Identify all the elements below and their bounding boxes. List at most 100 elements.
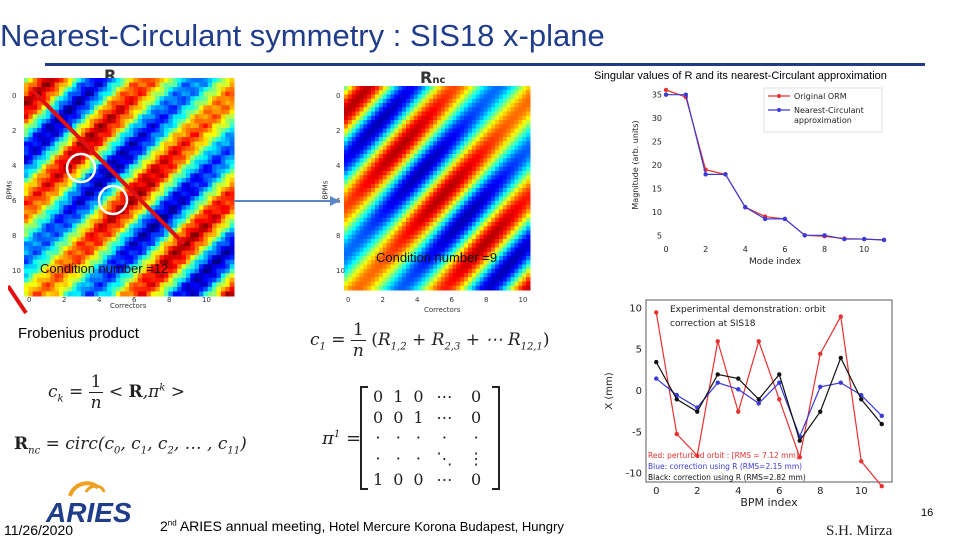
y-axis-title: X (mm) [604, 372, 615, 409]
matrix-cell: ⋱ [436, 449, 453, 469]
matrix-cell: · [473, 428, 479, 448]
left-ytick: 8 [12, 232, 17, 240]
data-point [818, 409, 823, 414]
right-xtick: 6 [449, 296, 454, 304]
matrix-cell: 0 [373, 386, 384, 406]
arrow-icon [234, 196, 340, 206]
y-tick-label: 15 [652, 184, 662, 193]
right-xtick: 8 [484, 296, 489, 304]
data-point [663, 92, 669, 97]
diagonal-line-lower [8, 284, 28, 315]
orbit-correction-chart: 0 2 4 6 8 10 -10 -5 0 5 10 BPM index X (mm) Experimen… [604, 299, 893, 509]
data-point [695, 453, 700, 458]
right-ytick: 4 [336, 162, 341, 170]
x-tick-label: 10 [859, 245, 869, 254]
y-tick-label: 35 [652, 91, 662, 100]
condition-number-left: Condition number =12 [40, 261, 169, 276]
legend-marker [777, 108, 781, 112]
right-xtick: 10 [518, 296, 528, 304]
y-axis-title: Magnitude (arb. units) [631, 120, 640, 209]
y-tick-label: 5 [657, 231, 662, 240]
left-ytick: 0 [12, 92, 17, 100]
chart-annotation: Experimental demonstration: orbit [670, 305, 826, 315]
data-point [838, 314, 843, 319]
matrix-cell: 0 [471, 407, 482, 427]
y-tick-label: -5 [632, 427, 642, 438]
frobenius-label: Frobenius product [18, 325, 139, 342]
title-underline [45, 63, 925, 66]
left-xtick: 10 [202, 296, 211, 304]
data-point [756, 339, 761, 344]
matrix-cell: · [375, 428, 381, 448]
data-point [782, 216, 788, 222]
heatmap-r [8, 78, 235, 315]
data-point [818, 351, 823, 356]
y-tick-label: 10 [629, 303, 642, 314]
data-point [715, 380, 720, 385]
x-tick-label: 10 [855, 486, 868, 497]
page-number: 16 [921, 507, 934, 519]
data-point [756, 401, 761, 406]
data-point [822, 233, 827, 238]
diagonal-line [30, 88, 186, 246]
data-point [715, 372, 720, 377]
footer-date: 11/26/2020 [4, 522, 74, 538]
series-line [666, 94, 885, 241]
footer-meeting: 2nd ARIES annual meeting, Hotel Mercure … [160, 518, 564, 534]
left-xtick: 4 [97, 296, 102, 304]
left-ytick: 10 [12, 267, 21, 275]
right-ytick: 0 [336, 92, 341, 100]
matrix-label-rnc: Rnc [420, 68, 446, 87]
matrix-cell: 0 [471, 470, 482, 490]
legend-label: Nearest-Circulant [794, 106, 864, 115]
data-point [736, 387, 741, 392]
slide-title: Nearest-Circulant symmetry : SIS18 x-pla… [0, 18, 605, 53]
highlight-circle [65, 152, 97, 184]
data-point [674, 397, 679, 402]
data-point [859, 397, 864, 402]
left-xtick: 2 [62, 296, 67, 304]
plot-frame [645, 299, 893, 483]
x-tick-label: 0 [663, 245, 668, 254]
data-point [777, 397, 782, 402]
left-ytick: 2 [12, 127, 17, 135]
matrix-cell: · [441, 428, 447, 448]
right-xtick: 2 [380, 296, 385, 304]
data-point [703, 172, 708, 177]
x-tick-label: 4 [743, 245, 748, 254]
left-xtick: 8 [167, 296, 172, 304]
data-point [654, 310, 659, 315]
left-xtick: 0 [27, 296, 32, 304]
data-point [777, 380, 782, 385]
series-line [655, 378, 883, 439]
heatmap-rnc [344, 86, 531, 291]
matrix-cell: · [395, 449, 401, 469]
data-point [736, 376, 741, 381]
right-xtick: 0 [346, 296, 351, 304]
matrix-cell: 0 [393, 407, 404, 427]
matrix-cell: · [415, 428, 422, 448]
chart-annotation-cont: correction at SIS18 [670, 319, 756, 329]
data-point [674, 431, 679, 437]
right-ytick: 2 [336, 127, 341, 135]
matrix-cell: · [375, 449, 381, 469]
data-point [683, 92, 689, 97]
legend-label-cont: approximation [794, 116, 852, 125]
x-axis-title: Mode index [749, 257, 802, 267]
data-point [881, 237, 887, 243]
legend-line: Red: perturbed orbit : [RMS = 7.12 mm] [648, 451, 799, 460]
left-ytick: 4 [12, 162, 17, 170]
matrix-cell: 0 [373, 407, 384, 427]
y-tick-label: 0 [636, 386, 642, 397]
data-point [879, 413, 884, 419]
data-point [743, 204, 748, 210]
data-point [838, 380, 843, 385]
legend-line: Blue: correction using R (RMS=2.15 mm) [648, 462, 802, 471]
data-point [879, 421, 884, 427]
series-line [655, 356, 883, 442]
legend-marker [777, 94, 781, 98]
data-point [654, 359, 659, 365]
data-point [723, 172, 728, 177]
